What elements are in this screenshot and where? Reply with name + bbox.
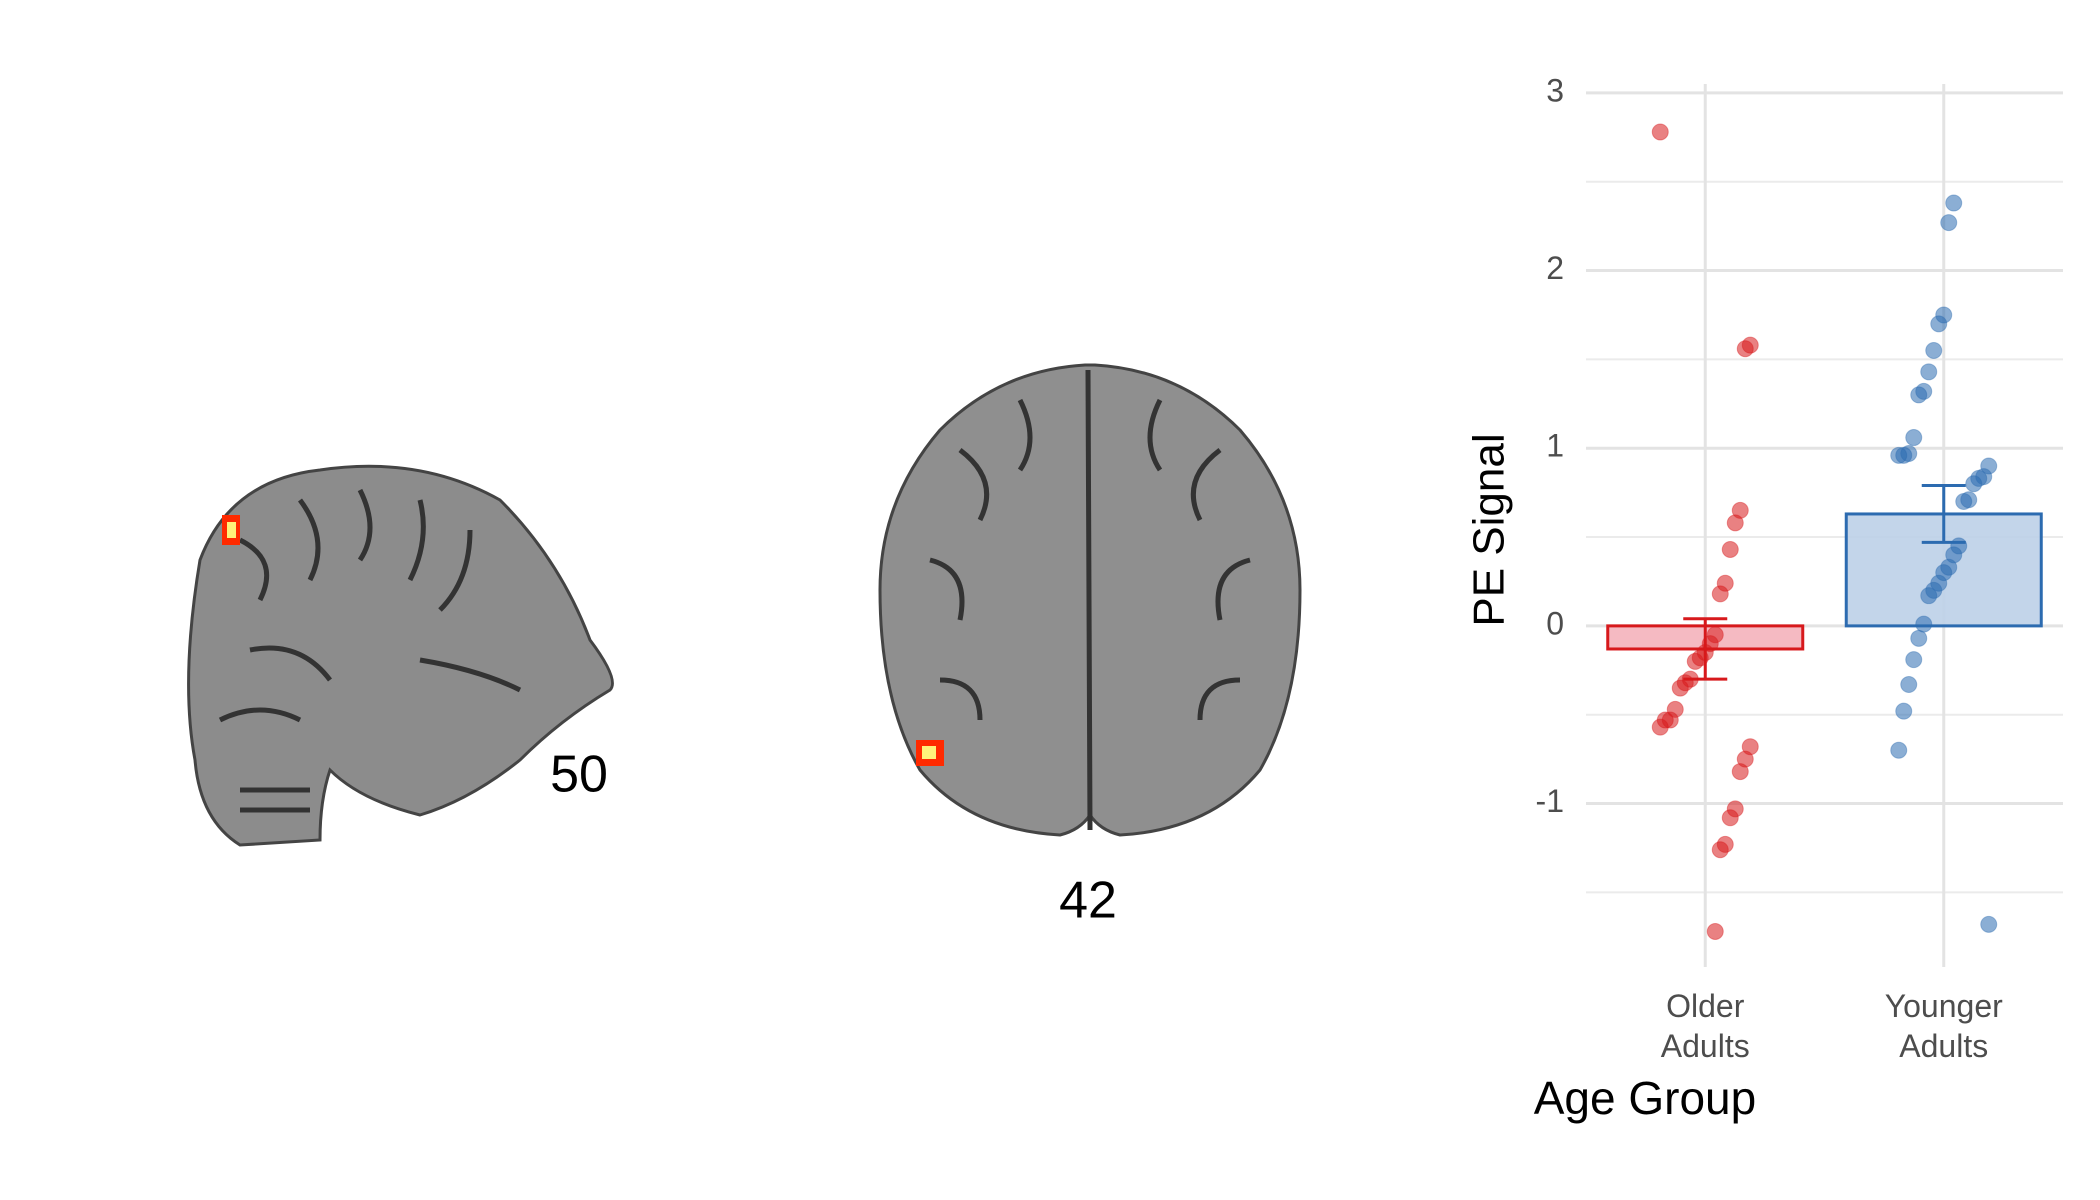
x-axis-title: Age Group bbox=[1534, 1072, 1756, 1124]
point bbox=[1895, 702, 1913, 720]
y-tick-label: -1 bbox=[1536, 783, 1564, 819]
x-tick-label: Older Adults bbox=[1660, 988, 1750, 1064]
point bbox=[1940, 214, 1958, 232]
point bbox=[1890, 741, 1908, 759]
point bbox=[1955, 493, 1973, 511]
x-tick-label: Younger Adults bbox=[1884, 988, 2003, 1064]
axial-brain bbox=[878, 363, 1302, 837]
y-tick-label: 1 bbox=[1546, 428, 1564, 464]
slice-label: 42 bbox=[1059, 872, 1117, 930]
y-tick-label: 2 bbox=[1546, 250, 1564, 286]
point bbox=[1920, 363, 1938, 381]
point bbox=[1925, 341, 1943, 359]
y-tick-label: 3 bbox=[1546, 72, 1564, 108]
point bbox=[1890, 446, 1908, 464]
point bbox=[1910, 629, 1928, 647]
point bbox=[1651, 718, 1669, 736]
y-axis-title: PE Signal bbox=[1465, 433, 1514, 626]
point bbox=[1671, 679, 1689, 697]
point bbox=[1910, 386, 1928, 404]
point bbox=[1915, 615, 1933, 633]
point bbox=[1726, 514, 1744, 532]
point bbox=[1711, 841, 1729, 859]
point bbox=[1905, 651, 1923, 669]
point bbox=[1686, 652, 1704, 670]
point bbox=[1930, 315, 1948, 333]
point bbox=[1651, 123, 1669, 141]
y-tick-label: 0 bbox=[1546, 605, 1564, 641]
point bbox=[1721, 540, 1739, 558]
point bbox=[1721, 809, 1739, 827]
point bbox=[1900, 676, 1918, 694]
slice-label: 50 bbox=[550, 746, 608, 804]
point bbox=[1945, 194, 1963, 212]
point bbox=[1711, 585, 1729, 603]
point bbox=[1965, 475, 1983, 493]
point bbox=[1731, 763, 1749, 781]
point bbox=[1980, 915, 1998, 933]
point bbox=[1905, 429, 1923, 447]
point bbox=[1706, 922, 1724, 940]
point bbox=[1736, 340, 1754, 358]
sagittal-brain bbox=[187, 464, 614, 847]
point bbox=[1920, 587, 1938, 605]
